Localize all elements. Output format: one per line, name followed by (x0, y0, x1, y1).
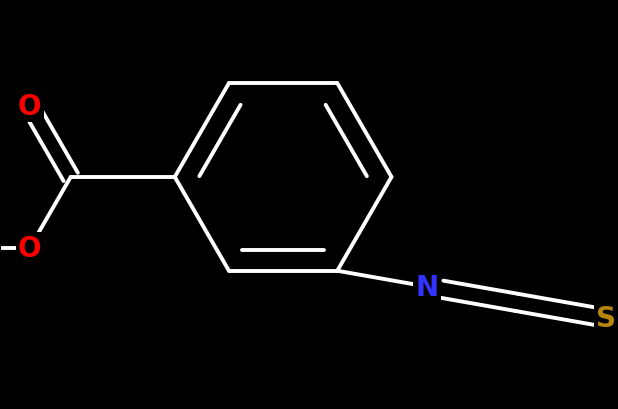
Text: O: O (18, 92, 41, 120)
Text: O: O (18, 235, 41, 263)
Text: N: N (415, 273, 439, 301)
Text: S: S (596, 304, 616, 333)
